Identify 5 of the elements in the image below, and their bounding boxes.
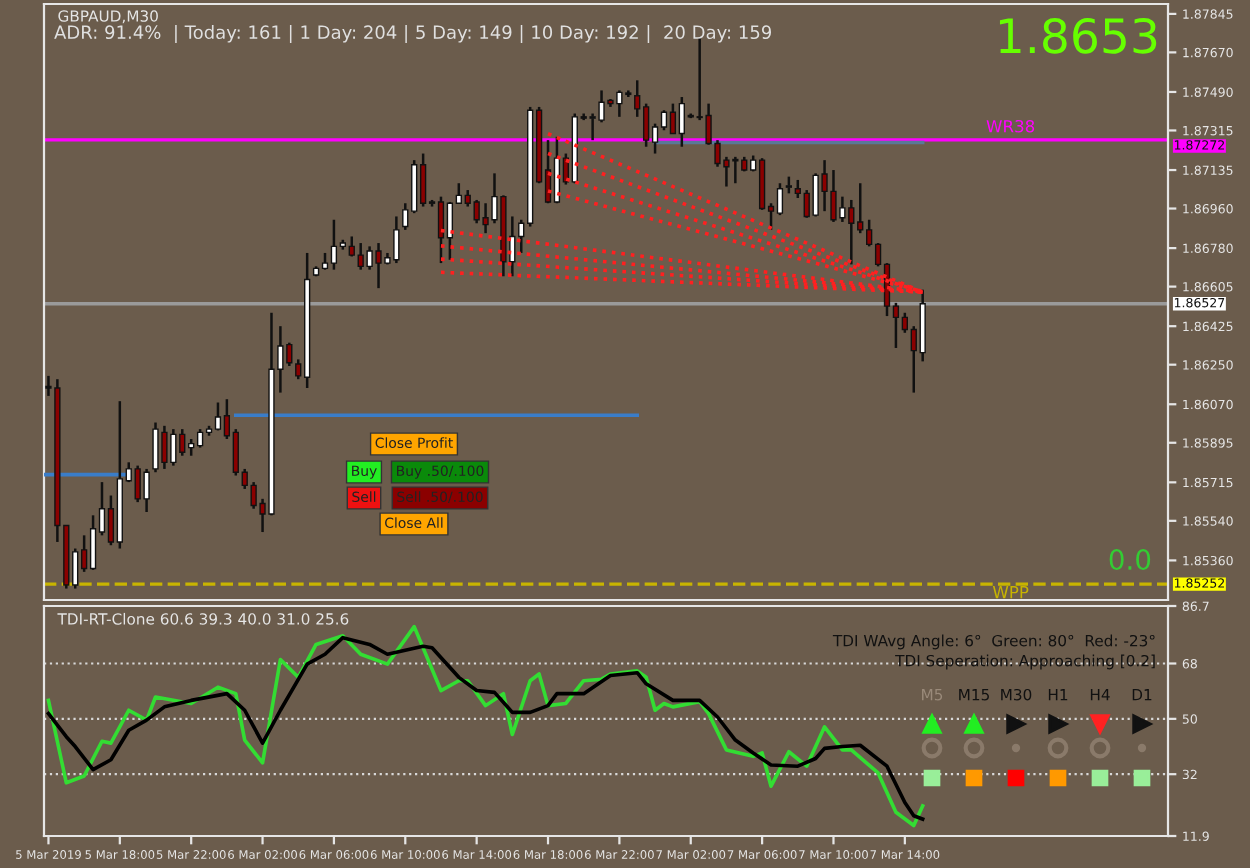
annotation: ADR: 91.4% | Today: 161 | 1 Day: 204 | 5 Day: 149 | 10 Day: 192 | 20 Day: 159 — [54, 24, 772, 44]
annotation: 1.8653 — [999, 17, 1157, 54]
annotation: 0.0 — [1109, 549, 1151, 571]
ref-line-label: WPP — [992, 586, 1029, 599]
ref-line-label: WR38 — [986, 119, 1035, 133]
